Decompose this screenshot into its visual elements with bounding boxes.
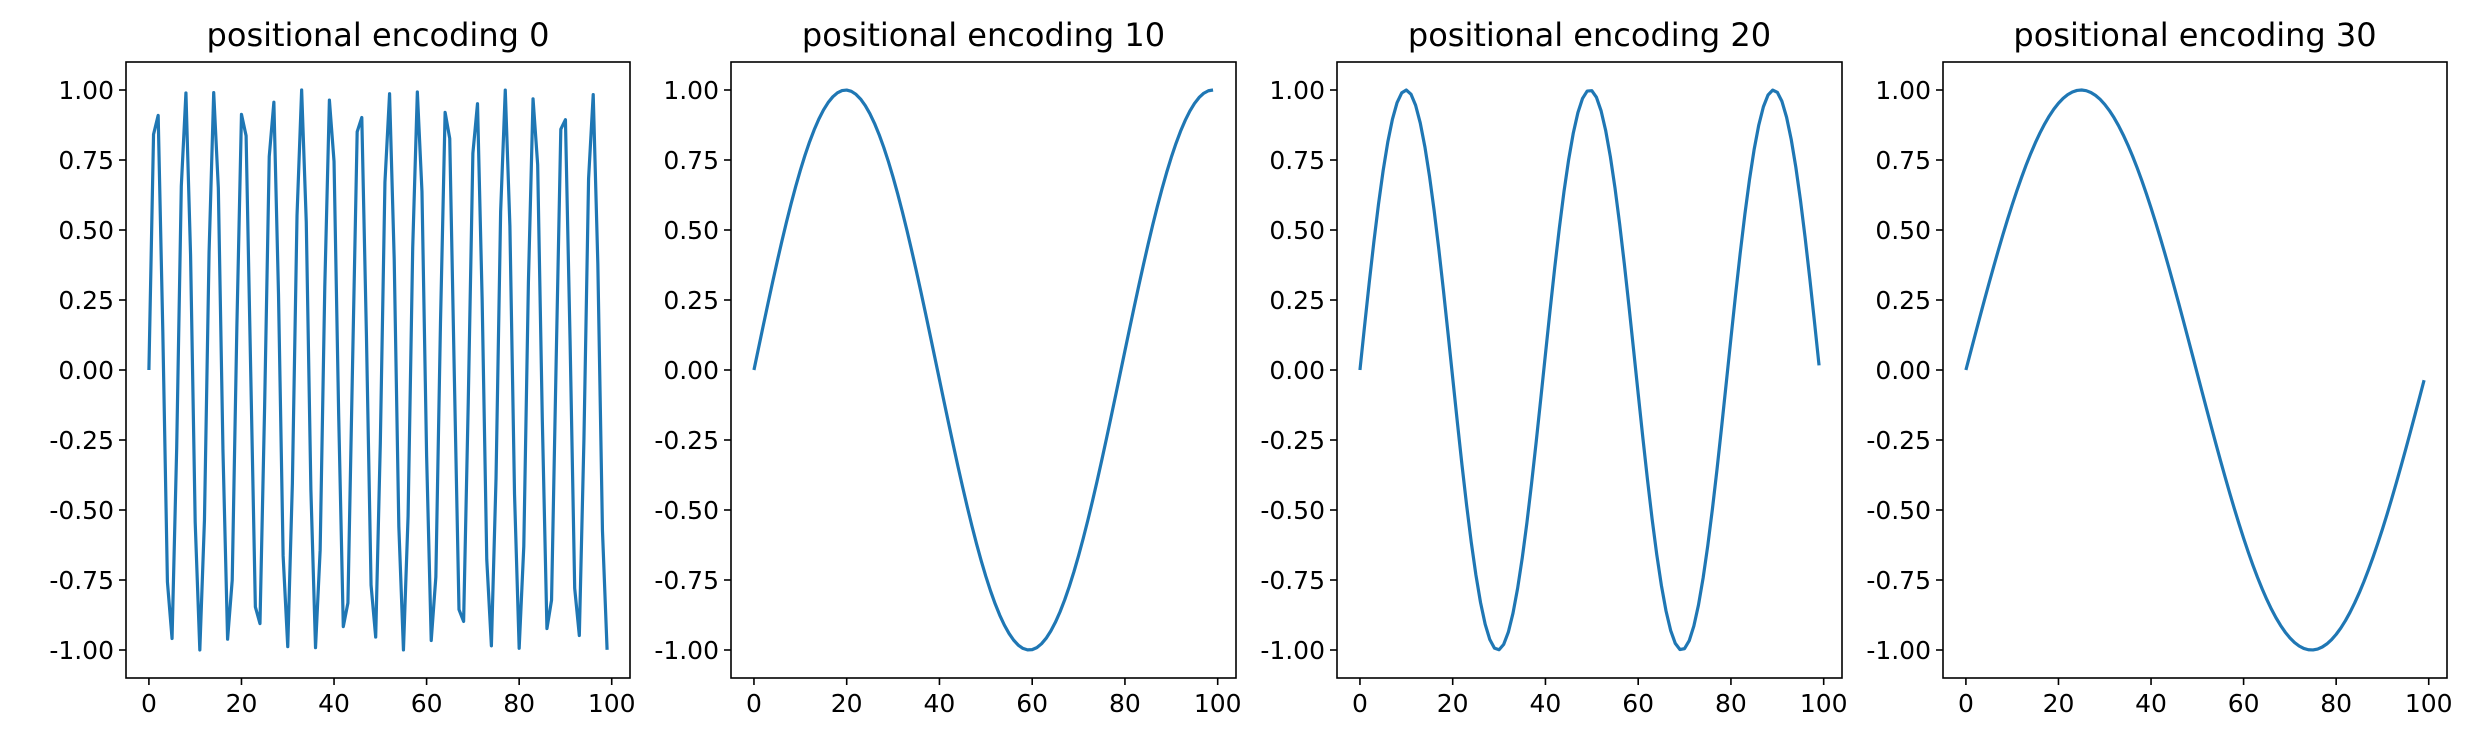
y-tick-label: 0.25 [1875,286,1931,315]
y-tick-label: 0.50 [663,216,719,245]
x-tick-label: 60 [411,689,443,718]
x-tick-label: 100 [588,689,636,718]
x-tick-label: 20 [1437,689,1469,718]
y-tick-label: 0.50 [1875,216,1931,245]
chart-panel-0: positional encoding 0 0 20 40 60 80 100 -1.00 -0… [49,16,635,718]
y-tick-label: 1.00 [58,76,114,105]
x-tick-label: 0 [1958,689,1974,718]
y-tick-label: -0.75 [654,566,719,595]
y-tick-label: 1.00 [1269,76,1325,105]
y-tick-label: -0.75 [49,566,114,595]
x-tick-label: 80 [2320,689,2352,718]
y-tick-label: -0.25 [1866,426,1931,455]
series-line-0 [1358,88,1821,652]
y-tick-label: 0.00 [1269,356,1325,385]
series-line-0 [752,88,1214,652]
y-tick-label: -1.00 [654,636,719,665]
x-tick-label: 40 [924,689,956,718]
x-tick-label: 20 [831,689,863,718]
y-tick-label: 0.50 [1269,216,1325,245]
x-tick-label: 40 [318,689,350,718]
x-tick-label: 80 [503,689,535,718]
x-tick-label: 100 [1800,689,1848,718]
y-tick-label: 0.75 [1875,146,1931,175]
y-tick-label: -0.50 [49,496,114,525]
chart-panel-3: positional encoding 30 0 20 40 60 80 100 -1.00 -… [1866,16,2452,718]
x-tick-label: 60 [2228,689,2260,718]
x-tick-label: 0 [746,689,762,718]
x-tick-label: 40 [2135,689,2167,718]
x-tick-label: 80 [1109,689,1141,718]
y-tick-label: -1.00 [49,636,114,665]
y-tick-label: 0.00 [1875,356,1931,385]
chart-panel-2: positional encoding 20 0 20 40 60 80 100 -1.00 -… [1260,16,1847,718]
y-tick-label: 0.00 [663,356,719,385]
y-tick-label: 0.25 [1269,286,1325,315]
y-tick-label: -1.00 [1866,636,1931,665]
y-tick-label: -0.50 [654,496,719,525]
x-tick-label: 60 [1622,689,1654,718]
y-tick-label: 0.75 [58,146,114,175]
y-tick-label: -0.75 [1866,566,1931,595]
y-tick-label: -0.25 [49,426,114,455]
y-tick-label: 0.50 [58,216,114,245]
x-tick-label: 0 [141,689,157,718]
y-tick-label: -1.00 [1260,636,1325,665]
x-tick-label: 20 [2043,689,2075,718]
y-tick-label: -0.50 [1866,496,1931,525]
x-tick-label: 100 [2405,689,2453,718]
y-tick-label: 0.75 [663,146,719,175]
x-tick-label: 20 [226,689,258,718]
x-tick-label: 100 [1194,689,1242,718]
series-line-0 [1964,88,2426,652]
chart-title: positional encoding 0 [207,16,550,54]
y-tick-label: -0.50 [1260,496,1325,525]
y-tick-label: 1.00 [1875,76,1931,105]
y-tick-label: -0.75 [1260,566,1325,595]
y-tick-label: 0.25 [58,286,114,315]
y-tick-label: 0.00 [58,356,114,385]
axes-frame [1336,61,1843,679]
x-tick-label: 60 [1016,689,1048,718]
chart-title: positional encoding 20 [1408,16,1771,54]
chart-title: positional encoding 30 [2013,16,2376,54]
y-tick-label: -0.25 [1260,426,1325,455]
y-tick-label: 1.00 [663,76,719,105]
chart-panel-1: positional encoding 10 0 20 40 60 80 100 -1.00 -… [654,16,1241,718]
x-tick-label: 80 [1715,689,1747,718]
x-tick-label: 0 [1352,689,1368,718]
series-line-0 [147,88,609,652]
y-tick-label: 0.75 [1269,146,1325,175]
chart-title: positional encoding 10 [802,16,1165,54]
y-tick-label: 0.25 [663,286,719,315]
y-tick-label: -0.25 [654,426,719,455]
x-tick-label: 40 [1530,689,1562,718]
